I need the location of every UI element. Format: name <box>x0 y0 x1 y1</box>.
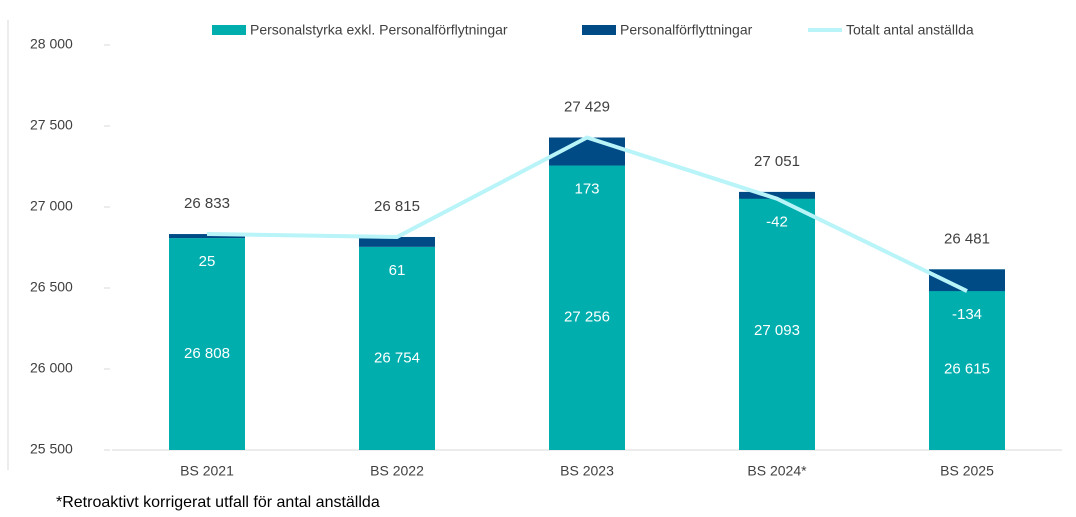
legend-swatch <box>212 25 246 35</box>
bar <box>929 269 1005 292</box>
bar <box>359 236 435 247</box>
legend-label: Totalt antal anställda <box>846 22 974 38</box>
data-label: 26 754 <box>374 349 420 366</box>
data-label: 27 051 <box>754 153 800 170</box>
x-tick-label: BS 2022 <box>370 463 424 479</box>
y-tick-label: 28 000 <box>30 36 73 52</box>
bar <box>929 269 1005 450</box>
data-label: 26 615 <box>944 361 990 378</box>
bar <box>169 234 245 239</box>
line <box>206 135 968 293</box>
bar <box>169 238 245 450</box>
data-label: 26 833 <box>184 195 230 212</box>
y-tick-label: 26 500 <box>30 279 73 295</box>
data-label: 61 <box>389 262 406 279</box>
bar <box>359 246 435 450</box>
x-tick-label: BS 2025 <box>940 463 994 479</box>
y-tick-label: 25 500 <box>30 441 73 457</box>
data-label: -134 <box>952 306 982 323</box>
x-tick-label: BS 2021 <box>180 463 234 479</box>
y-tick-label: 26 000 <box>30 360 73 376</box>
bar <box>549 165 625 450</box>
x-tick-label: BS 2023 <box>560 463 614 479</box>
bar <box>739 191 815 450</box>
data-label: 27 256 <box>564 309 610 326</box>
data-label: 27 093 <box>754 322 800 339</box>
data-label: 25 <box>199 253 216 270</box>
data-label: 173 <box>574 180 599 197</box>
y-tick-label: 27 000 <box>30 198 73 214</box>
data-label: 26 808 <box>184 345 230 362</box>
bar <box>739 191 815 199</box>
legend-label: Personalstyrka exkl. Personalförflytning… <box>250 22 508 38</box>
data-label: 26 481 <box>944 230 990 247</box>
footnote: *Retroaktivt korrigerat utfall för antal… <box>56 494 380 511</box>
data-label: 27 429 <box>564 98 610 115</box>
data-label: -42 <box>766 214 788 231</box>
legend-label: Personalförflyttningar <box>620 22 753 38</box>
legend-swatch <box>582 25 616 35</box>
x-tick-label: BS 2024* <box>747 463 807 479</box>
y-tick-label: 27 500 <box>30 117 73 133</box>
data-label: 26 815 <box>374 198 420 215</box>
